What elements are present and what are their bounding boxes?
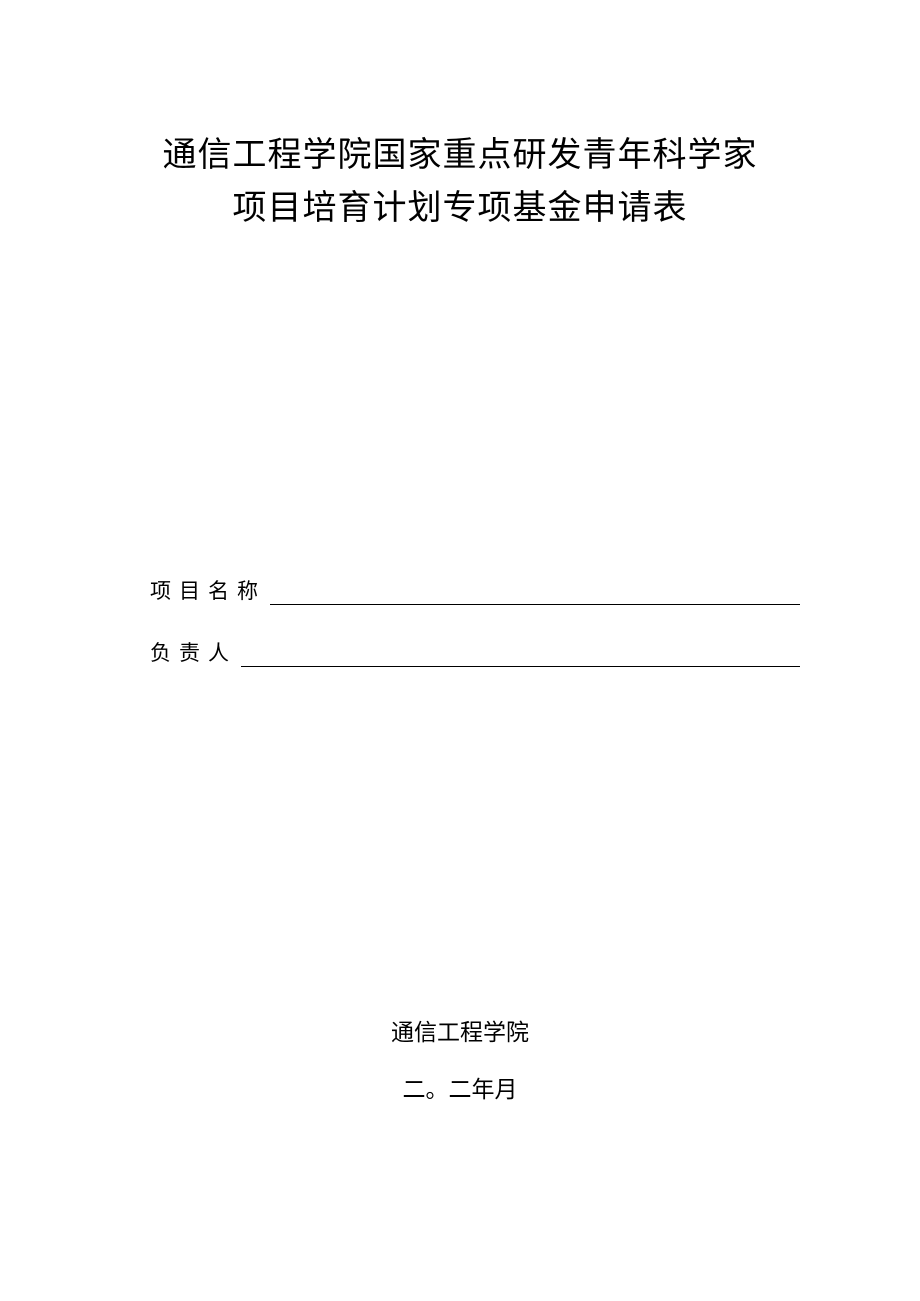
responsible-person-label: 负责人 [150, 637, 237, 667]
footer-block: 通信工程学院 二。二年月 [100, 1017, 820, 1105]
form-fields: 项目名称 负责人 [150, 575, 820, 667]
project-name-label: 项目名称 [150, 575, 266, 605]
document-page: 通信工程学院国家重点研发青年科学家 项目培育计划专项基金申请表 项目名称 负责人… [0, 0, 920, 1301]
project-name-row: 项目名称 [150, 575, 820, 605]
footer-institution: 通信工程学院 [100, 1017, 820, 1049]
project-name-underline [270, 604, 800, 605]
footer-date: 二。二年月 [100, 1074, 820, 1106]
title-line-1: 通信工程学院国家重点研发青年科学家 [100, 130, 820, 183]
responsible-person-row: 负责人 [150, 637, 820, 667]
responsible-person-underline [241, 666, 800, 667]
title-block: 通信工程学院国家重点研发青年科学家 项目培育计划专项基金申请表 [100, 130, 820, 235]
title-line-2: 项目培育计划专项基金申请表 [100, 183, 820, 236]
